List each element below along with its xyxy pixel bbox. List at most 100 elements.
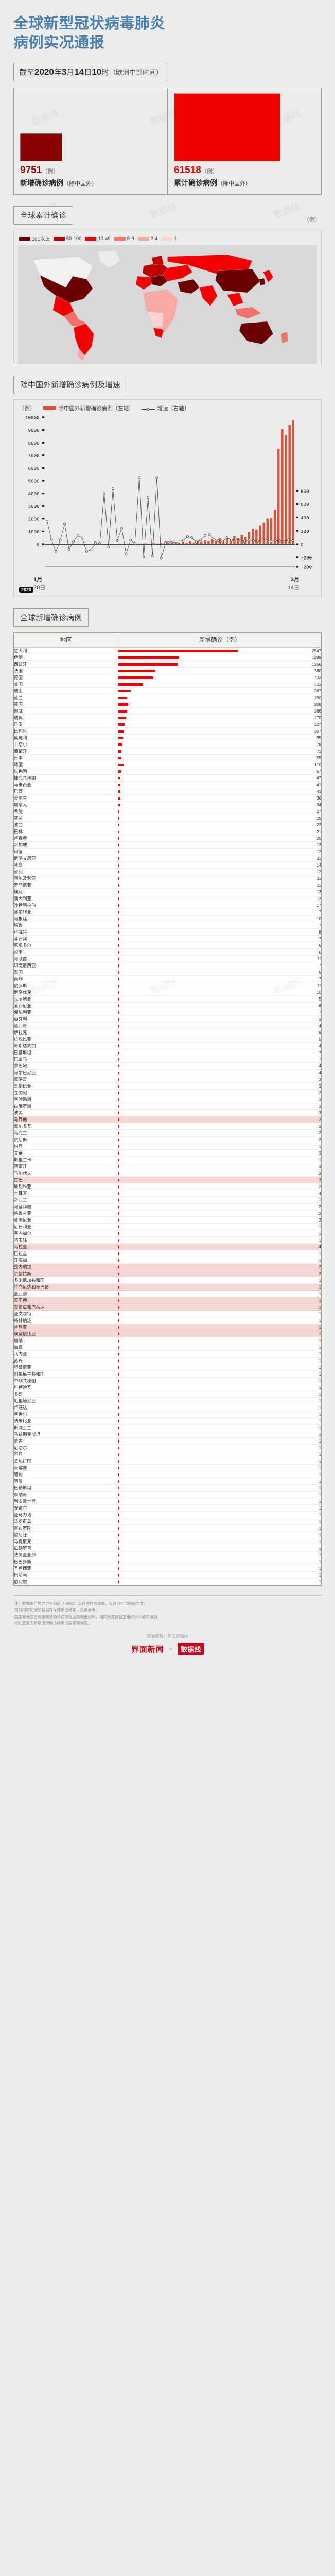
table-row: 葡萄牙 71	[14, 748, 321, 755]
row-value-cell: 2	[118, 1203, 321, 1211]
row-value-cell: 107	[118, 727, 321, 735]
row-region-name: 泰国	[14, 969, 118, 976]
table-row: 尼泊尔 1	[14, 1444, 321, 1452]
row-value: 11	[316, 983, 321, 988]
row-region-name: 坦桑尼亚	[14, 1364, 118, 1371]
chart-line-marker	[102, 492, 105, 495]
row-value: 3	[319, 1110, 321, 1115]
chart-bar	[182, 541, 184, 545]
map-legend-swatch-icon	[137, 236, 149, 241]
row-value: 1	[319, 1546, 321, 1551]
footer-note-line: 标红底色为新增出现确诊病例的国家和地区。	[14, 1621, 92, 1626]
row-value: 2	[319, 1130, 321, 1136]
row-value: 4	[319, 1191, 321, 1196]
table-row: 圭亚那 1	[14, 1290, 321, 1298]
row-bar	[118, 1366, 119, 1369]
chart-bar	[215, 540, 217, 545]
row-region-name: 厄瓜多尔	[14, 942, 118, 950]
magnitude-holder	[174, 93, 315, 162]
row-value-cell: 6	[118, 942, 321, 950]
row-region-name: 匈牙利	[14, 1015, 118, 1023]
row-value: 4	[319, 1043, 321, 1048]
table-row: 土耳其 4	[14, 1190, 321, 1197]
chart-y-tick-label: 4000	[28, 491, 40, 497]
title-line-1: 全球新型冠状病毒肺炎	[13, 15, 166, 32]
table-row: 坦桑尼亚 1	[14, 1364, 321, 1371]
row-bar-wrap: 208	[118, 702, 321, 707]
table-row: 智利 12	[14, 868, 321, 876]
row-bar-wrap: 1266	[118, 662, 321, 667]
row-region-name: 意大利	[14, 647, 118, 655]
chart-line-marker	[142, 556, 145, 559]
table-row: 马尔代夫 2	[14, 1170, 321, 1177]
row-value-cell: 1289	[118, 654, 321, 662]
chart-line-marker	[208, 533, 211, 536]
legend-entry-line: 增速（右轴）	[141, 404, 190, 412]
row-bar	[118, 1473, 119, 1476]
row-value: 11	[316, 856, 321, 861]
chart-line-marker	[160, 556, 163, 560]
date-timezone: （欧洲中部时间）	[109, 69, 163, 77]
row-region-name: 芬兰	[14, 815, 118, 822]
row-value-cell: 5	[118, 995, 321, 1003]
chart-bar	[233, 536, 236, 545]
table-row: 巴拉圭 1	[14, 1250, 321, 1258]
row-bar	[118, 1419, 119, 1422]
row-bar-wrap: 1	[118, 1338, 321, 1343]
row-value: 7	[319, 1057, 321, 1062]
row-bar-wrap: 11	[118, 957, 321, 961]
row-region-name: 多哥	[14, 1391, 118, 1398]
chart-bar	[152, 543, 155, 545]
row-bar-wrap: 5	[118, 970, 321, 975]
table-row: 巴林 21	[14, 828, 321, 836]
row-bar	[118, 964, 119, 967]
date-year: 2020	[34, 67, 54, 77]
chart-line-marker	[81, 537, 84, 540]
legend-line-swatch-icon	[141, 406, 155, 411]
row-bar-wrap: 36	[118, 796, 321, 801]
row-bar	[118, 1239, 119, 1242]
row-bar	[118, 1018, 119, 1021]
row-value-cell: 25	[118, 815, 321, 822]
chart-x-axis: 2020 1月 20日 3月 14日	[18, 574, 317, 594]
row-value-cell: 1	[118, 1531, 321, 1539]
stat-number-new: 9751	[20, 165, 42, 176]
row-value-cell: 1	[118, 1397, 321, 1405]
row-value-cell: 1	[118, 1250, 321, 1258]
table-row: 埃及 13	[14, 888, 321, 896]
row-value: 7	[319, 923, 321, 928]
row-value: 3	[319, 1077, 321, 1082]
table-body: 意大利 2547 伊朗 1289 西班牙 1266 法国 780 德国 733 美国 511 瑞士 267…	[14, 647, 321, 1586]
country-ranking-table: 地区 新增确诊（例） 意大利 2547 伊朗 1289 西班牙 1266 法国 780 德国 73…	[14, 633, 321, 1586]
row-region-name: 西班牙	[14, 660, 118, 668]
row-bar-wrap: 1	[118, 1238, 321, 1243]
row-value: 71	[316, 749, 321, 754]
table-row: 肯尼亚 1	[14, 1324, 321, 1331]
chart-bar	[277, 449, 280, 545]
row-region-name: 斯里兰卡	[14, 1156, 118, 1164]
row-value: 190	[314, 695, 321, 700]
row-value: 78	[316, 742, 321, 747]
row-bar-wrap: 78	[118, 742, 321, 747]
chart-line-marker	[116, 539, 119, 543]
row-bar	[118, 857, 119, 860]
row-bar	[118, 1031, 119, 1034]
row-value-cell: 1266	[118, 660, 321, 668]
logo-jiemian: 界面新闻	[131, 1645, 164, 1654]
table-row: 刚果民主共和国 1	[14, 1370, 321, 1378]
row-bar	[118, 1172, 119, 1175]
row-value-cell: 12	[118, 868, 321, 876]
row-value-cell: 4	[118, 1022, 321, 1030]
row-bar-wrap: 511	[118, 682, 321, 687]
row-bar	[118, 1285, 119, 1289]
row-bar-wrap: 1	[118, 1345, 321, 1350]
row-region-name: 波兰	[14, 821, 118, 829]
row-region-name: 亚美尼亚	[14, 1216, 118, 1224]
row-bar-wrap: 3	[118, 1104, 321, 1109]
chart-bar	[178, 543, 181, 545]
row-region-name: 土耳其	[14, 1190, 118, 1197]
row-value-cell: 7	[118, 1056, 321, 1063]
row-bar-wrap: 12	[118, 850, 321, 854]
row-value-cell: 27	[118, 808, 321, 816]
row-region-name: 中非共和国	[14, 1377, 118, 1385]
